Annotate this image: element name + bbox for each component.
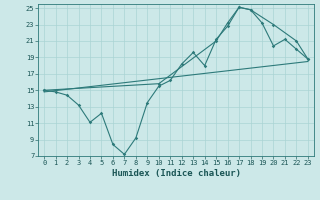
X-axis label: Humidex (Indice chaleur): Humidex (Indice chaleur) [111,169,241,178]
